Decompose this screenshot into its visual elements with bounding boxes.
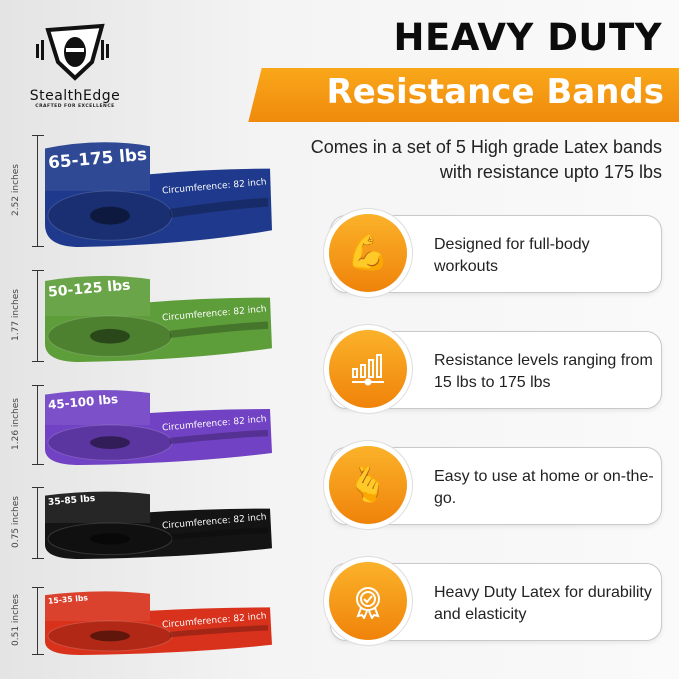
- width-ruler: [32, 385, 44, 465]
- resistance-band: 50-125 lbs Circumference: 82 inch: [40, 270, 280, 366]
- width-ruler: [32, 587, 44, 655]
- feature-text: Easy to use at home or on-the-go.: [434, 468, 654, 507]
- feature-text: Heavy Duty Latex for durability and elas…: [434, 584, 652, 623]
- width-ruler: [32, 270, 44, 362]
- width-ruler: [32, 487, 44, 559]
- resistance-levels-icon: [329, 330, 407, 408]
- band-width-label: 0.75 inches: [11, 496, 21, 548]
- subtitle: Comes in a set of 5 High grade Latex ban…: [311, 135, 662, 185]
- feature-card: Resistance levels ranging from 15 lbs to…: [329, 330, 662, 409]
- feature-card: Heavy Duty Latex for durability and elas…: [329, 562, 662, 641]
- width-ruler: [32, 135, 44, 247]
- snap-fingers-icon: 🫰: [329, 446, 407, 524]
- flexed-bicep-icon: 💪: [329, 214, 407, 292]
- subtitle-line: Comes in a set of 5 High grade Latex ban…: [310, 137, 662, 157]
- brand-logo: StealthEdge CRAFTED FOR EXCELLENCE: [20, 22, 130, 109]
- ninja-shield-icon: [36, 23, 109, 81]
- quality-badge-icon: [329, 562, 407, 640]
- headline: HEAVY DUTY: [393, 16, 662, 59]
- band-width-label: 1.26 inches: [11, 398, 21, 450]
- resistance-band: 35-85 lbs Circumference: 82 inch: [40, 487, 280, 563]
- band-width-label: 2.52 inches: [11, 164, 21, 216]
- resistance-band: 65-175 lbs Circumference: 82 inch: [40, 135, 280, 251]
- feature-text: Resistance levels ranging from 15 lbs to…: [434, 352, 653, 391]
- banner-title: Resistance Bands: [326, 72, 664, 112]
- band-width-label: 0.51 inches: [11, 594, 21, 646]
- feature-card: 💪 Designed for full-body workouts: [329, 214, 662, 293]
- resistance-band: 15-35 lbs Circumference: 82 inch: [40, 587, 280, 659]
- feature-text: Designed for full-body workouts: [434, 236, 590, 275]
- brand-name: StealthEdge: [29, 88, 121, 104]
- feature-card: 🫰 Easy to use at home or on-the-go.: [329, 446, 662, 525]
- band-width-label: 1.77 inches: [11, 289, 21, 341]
- brand-tagline: CRAFTED FOR EXCELLENCE: [35, 104, 115, 109]
- resistance-band: 45-100 lbs Circumference: 82 inch: [40, 385, 280, 469]
- subtitle-line: with resistance upto 175 lbs: [439, 162, 662, 182]
